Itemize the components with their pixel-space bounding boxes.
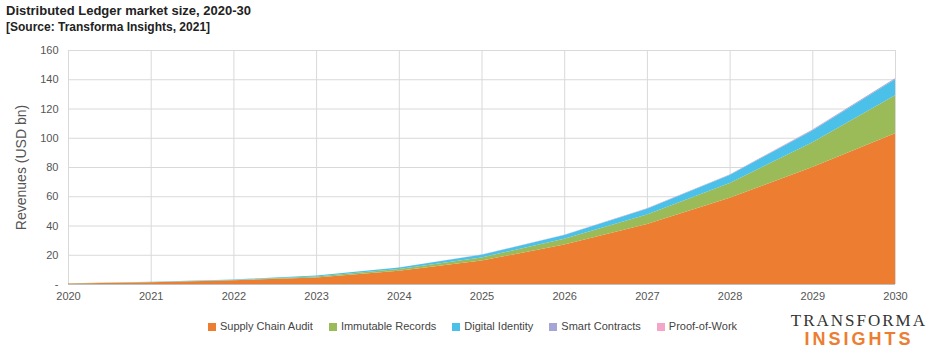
html-text:Digital Identity: Digital Identity <box>464 320 534 332</box>
svg-text:80: 80 <box>46 161 58 173</box>
html-text:[Source: Transforma Insights,: [Source: Transforma Insights, 2021] <box>6 20 211 34</box>
svg-text:2029: 2029 <box>801 290 825 302</box>
svg-text:Revenues (USD bn): Revenues (USD bn) <box>13 105 29 230</box>
html-text:Proof-of-Work: Proof-of-Work <box>668 320 738 332</box>
svg-text:120: 120 <box>40 103 58 115</box>
html-text:Supply Chain Audit: Supply Chain Audit <box>219 320 313 332</box>
svg-text:2025: 2025 <box>470 290 494 302</box>
html-text:INSIGHTS: INSIGHTS <box>804 329 914 349</box>
svg-text:2028: 2028 <box>718 290 742 302</box>
svg-text:20: 20 <box>46 249 58 261</box>
html-text:TRANSFORMA: TRANSFORMA <box>790 311 927 330</box>
svg-text:40: 40 <box>46 220 58 232</box>
svg-text:2027: 2027 <box>635 290 659 302</box>
svg-text:100: 100 <box>40 132 58 144</box>
html-text:Smart Contracts: Smart Contracts <box>561 320 641 332</box>
html-text:Immutable Records: Immutable Records <box>340 320 437 332</box>
html-text:Distributed Ledger market size: Distributed Ledger market size, 2020-30 <box>6 3 251 18</box>
svg-text:2026: 2026 <box>552 290 576 302</box>
svg-text:2022: 2022 <box>222 290 246 302</box>
svg-text:140: 140 <box>40 73 58 85</box>
svg-text:2021: 2021 <box>139 290 163 302</box>
svg-text:2020: 2020 <box>56 290 80 302</box>
svg-text:2023: 2023 <box>304 290 328 302</box>
svg-text:-: - <box>55 278 59 290</box>
svg-text:2024: 2024 <box>387 290 411 302</box>
svg-text:160: 160 <box>40 44 58 56</box>
svg-text:60: 60 <box>46 190 58 202</box>
svg-text:2030: 2030 <box>883 290 907 302</box>
